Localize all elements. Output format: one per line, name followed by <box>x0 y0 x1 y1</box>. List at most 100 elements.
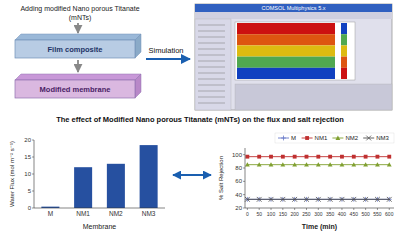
y-tick <box>243 168 245 169</box>
x-tick-label: 600 <box>385 211 394 217</box>
window-titlebar <box>195 4 392 12</box>
x-tick-label: NM3 <box>142 210 156 217</box>
series-marker <box>328 155 332 159</box>
series-marker <box>304 162 309 166</box>
x-tick-label: NM1 <box>76 210 90 217</box>
x-tick-label: 250 <box>302 211 311 217</box>
sidebar-line <box>198 67 225 68</box>
x-tick-label: 300 <box>314 211 323 217</box>
series-marker <box>340 197 345 202</box>
legend-marker <box>281 136 286 141</box>
y-axis-label: % Salt Rejection <box>218 156 224 200</box>
x-tick-label: 400 <box>338 211 347 217</box>
box-top <box>15 74 141 80</box>
series-marker <box>352 155 356 159</box>
sim-band <box>237 57 335 68</box>
y-tick-label: 10 <box>24 171 31 177</box>
series-marker <box>364 155 368 159</box>
series-marker <box>363 162 368 166</box>
series-marker <box>245 197 250 202</box>
diagram-arrow <box>77 60 79 72</box>
series-marker <box>375 197 380 202</box>
series-marker <box>387 155 391 159</box>
y-tick <box>32 140 34 141</box>
series-marker <box>387 197 392 202</box>
series-marker <box>363 197 368 202</box>
x-tick-label: 0 <box>246 211 249 217</box>
y-tick <box>243 154 245 155</box>
y-tick-label: 15 <box>24 154 31 160</box>
y-tick-label: 40 <box>235 192 242 198</box>
x-tick-label: 200 <box>290 211 299 217</box>
box-label: Modified membrane <box>40 85 111 94</box>
x-axis-label: Time (min) <box>302 223 337 231</box>
sidebar-line <box>198 55 225 56</box>
x-tick-label: NM2 <box>109 210 123 217</box>
y-tick-label: 20 <box>235 205 242 211</box>
y-tick <box>32 174 34 175</box>
legend-marker <box>336 136 341 140</box>
series-marker <box>387 162 392 166</box>
series-marker <box>292 162 297 166</box>
bar <box>74 167 92 208</box>
series-marker <box>376 155 380 159</box>
series-marker <box>269 155 273 159</box>
y-tick <box>32 208 34 209</box>
bars <box>41 145 157 208</box>
bar <box>140 145 158 208</box>
series-marker <box>316 162 321 166</box>
sidebar-line <box>198 73 225 74</box>
figure: Adding modified Nano porous Titanate(mNT… <box>0 0 400 238</box>
legend-label: NM1 <box>315 135 328 141</box>
x-tick-label: 100 <box>267 211 276 217</box>
y-tick-label: 0 <box>28 205 32 211</box>
y-tick-label: 20 <box>24 137 31 143</box>
series-marker <box>245 155 249 159</box>
series-marker <box>269 197 274 202</box>
x-tick-label: M <box>48 210 53 217</box>
sidebar-line <box>198 97 225 98</box>
sidebar-line <box>198 79 225 80</box>
box-side <box>135 74 141 98</box>
sidebar-line <box>198 91 225 92</box>
window-title: COMSOL Multiphysics 5.x <box>262 5 326 11</box>
simulation-label: Simulation <box>148 46 183 55</box>
sidebar-line <box>198 61 225 62</box>
x-tick-label: 450 <box>350 211 359 217</box>
sim-colorbar <box>341 23 347 34</box>
diagram-header: Adding modified Nano porous Titanate <box>20 5 139 13</box>
x-axis <box>245 208 394 209</box>
status-area <box>235 84 392 110</box>
series-marker <box>351 197 356 202</box>
series-marker <box>280 162 285 166</box>
sim-band <box>237 23 335 34</box>
series-marker <box>304 197 309 202</box>
window-toolbar <box>195 12 392 19</box>
figure-title: The effect of Modified Nano porous Titan… <box>56 115 344 124</box>
window-sidebar <box>195 19 231 110</box>
x-tick-label: 350 <box>326 211 335 217</box>
sidebar-line <box>198 85 225 86</box>
series-marker <box>340 162 345 166</box>
y-tick-label: 5 <box>28 188 32 194</box>
legend-marker <box>305 136 309 140</box>
legend-label: NM2 <box>345 135 358 141</box>
sidebar-line <box>198 49 225 50</box>
series-marker <box>328 197 333 202</box>
series-marker <box>340 155 344 159</box>
x-axis <box>34 208 165 209</box>
legend-frame <box>275 133 394 143</box>
series-marker <box>293 155 297 159</box>
double-arrow <box>173 174 211 176</box>
sim-colorbar <box>341 34 347 45</box>
series-marker <box>316 197 321 202</box>
sim-colorbar <box>341 45 347 56</box>
box-top <box>15 34 141 40</box>
legend: MNM1NM2NM3 <box>275 133 394 143</box>
x-tick-label: 550 <box>373 211 382 217</box>
series-marker <box>281 155 285 159</box>
sim-band <box>237 68 335 79</box>
y-tick <box>243 181 245 182</box>
box-side <box>135 34 141 58</box>
series-marker <box>316 155 320 159</box>
